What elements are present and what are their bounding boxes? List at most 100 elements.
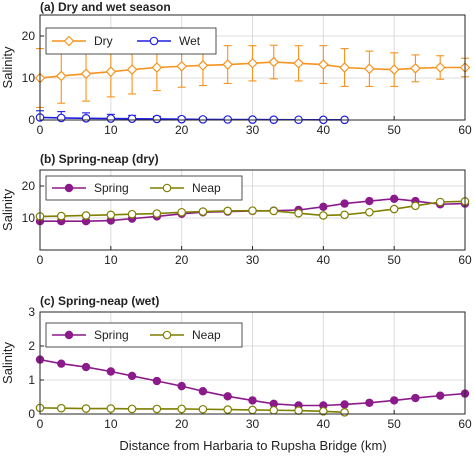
data-point xyxy=(435,197,445,207)
series-neap xyxy=(35,197,470,221)
chart-panel-3: 0 10 20 30 40 50 60 0 1 2 3 Spring Neap (c) Spring-ne… xyxy=(0,294,472,431)
y-tick-label: 10 xyxy=(22,211,36,225)
data-point xyxy=(176,60,188,72)
data-point xyxy=(81,114,91,123)
data-point xyxy=(57,359,66,368)
data-point xyxy=(410,62,421,74)
data-point xyxy=(389,396,399,405)
x-tick-label: 20 xyxy=(175,417,189,431)
data-point xyxy=(340,199,349,208)
data-point xyxy=(389,194,399,204)
y-tick-label: 10 xyxy=(22,71,36,85)
data-point xyxy=(198,115,208,124)
data-point xyxy=(365,398,374,407)
data-point xyxy=(319,202,328,212)
x-tick-label: 20 xyxy=(175,253,189,267)
x-tick-label: 30 xyxy=(246,123,260,137)
data-point xyxy=(81,362,91,372)
data-point xyxy=(223,405,233,414)
data-point xyxy=(198,404,208,414)
data-point xyxy=(56,211,66,221)
data-point xyxy=(106,367,116,376)
y-tick-label: 20 xyxy=(22,29,36,43)
y-axis-label: Salinity xyxy=(0,189,15,231)
legend-label: Wet xyxy=(179,34,201,48)
data-point xyxy=(177,381,186,391)
panel-title: (c) Spring-neap (wet) xyxy=(40,294,159,308)
data-point xyxy=(177,114,186,124)
data-point xyxy=(269,206,279,216)
y-tick-label: 2 xyxy=(28,339,35,353)
legend: Spring Neap xyxy=(45,322,243,348)
data-point xyxy=(223,392,232,401)
data-point xyxy=(247,57,258,69)
x-tick-label: 50 xyxy=(387,253,401,267)
legend-marker xyxy=(64,183,74,193)
data-point xyxy=(434,62,446,73)
data-point xyxy=(152,209,162,218)
data-point xyxy=(223,206,233,216)
data-point xyxy=(152,114,162,124)
x-tick-label: 0 xyxy=(37,123,44,137)
chart-panel-1: 0 10 20 30 40 50 60 0 10 20 Dry Wet (a) Dry and wet … xyxy=(0,0,472,137)
data-point xyxy=(127,404,137,414)
data-point xyxy=(339,62,350,73)
panel-title: (b) Spring-neap (dry) xyxy=(40,152,159,166)
x-tick-label: 20 xyxy=(175,123,189,137)
data-point xyxy=(389,204,399,214)
legend-marker xyxy=(162,183,172,193)
data-point xyxy=(319,406,328,416)
x-tick-label: 0 xyxy=(37,253,44,267)
data-point xyxy=(248,396,257,405)
legend-marker xyxy=(149,36,159,46)
data-point xyxy=(248,405,257,415)
legend: Dry Wet xyxy=(45,27,217,55)
data-point xyxy=(197,60,209,71)
data-point xyxy=(365,196,374,206)
data-point xyxy=(317,59,329,70)
data-point xyxy=(198,207,208,216)
data-point xyxy=(127,114,137,124)
x-tick-label: 50 xyxy=(387,417,401,431)
data-point xyxy=(294,406,303,415)
data-point xyxy=(364,63,375,75)
x-tick-label: 50 xyxy=(387,123,401,137)
data-point xyxy=(223,115,233,124)
data-point xyxy=(269,405,279,415)
legend-box xyxy=(45,175,243,201)
x-tick-label: 60 xyxy=(458,417,472,431)
y-tick-label: 3 xyxy=(28,305,35,319)
x-tick-label: 60 xyxy=(458,253,472,267)
legend: Spring Neap xyxy=(45,175,243,201)
x-tick-label: 40 xyxy=(317,123,331,137)
x-tick-label: 10 xyxy=(104,417,118,431)
data-point xyxy=(293,57,304,69)
data-point xyxy=(81,211,91,220)
data-point xyxy=(177,207,186,217)
legend-marker xyxy=(64,330,74,340)
x-tick-label: 10 xyxy=(104,253,118,267)
data-point xyxy=(340,400,349,409)
data-point xyxy=(198,387,208,396)
legend-label: Neap xyxy=(192,181,221,195)
x-tick-label: 40 xyxy=(317,417,331,431)
legend-label: Neap xyxy=(192,328,221,342)
data-point xyxy=(126,64,138,75)
data-point xyxy=(340,407,349,417)
data-point xyxy=(388,64,400,75)
data-point xyxy=(248,206,257,215)
data-point xyxy=(319,211,328,220)
data-point xyxy=(365,207,374,217)
data-point xyxy=(268,56,280,68)
data-point xyxy=(436,391,445,400)
legend-marker xyxy=(162,330,172,340)
panel-title: (a) Dry and wet season xyxy=(40,0,171,14)
y-tick-label: 0 xyxy=(28,113,35,127)
x-tick-label: 0 xyxy=(37,417,44,431)
data-point xyxy=(411,393,420,403)
data-point xyxy=(152,376,162,386)
legend-label: Dry xyxy=(94,34,113,48)
chart-panel-2: 0 10 20 30 40 50 60 10 20 Spring Neap (b) Spring-ne… xyxy=(0,152,472,267)
